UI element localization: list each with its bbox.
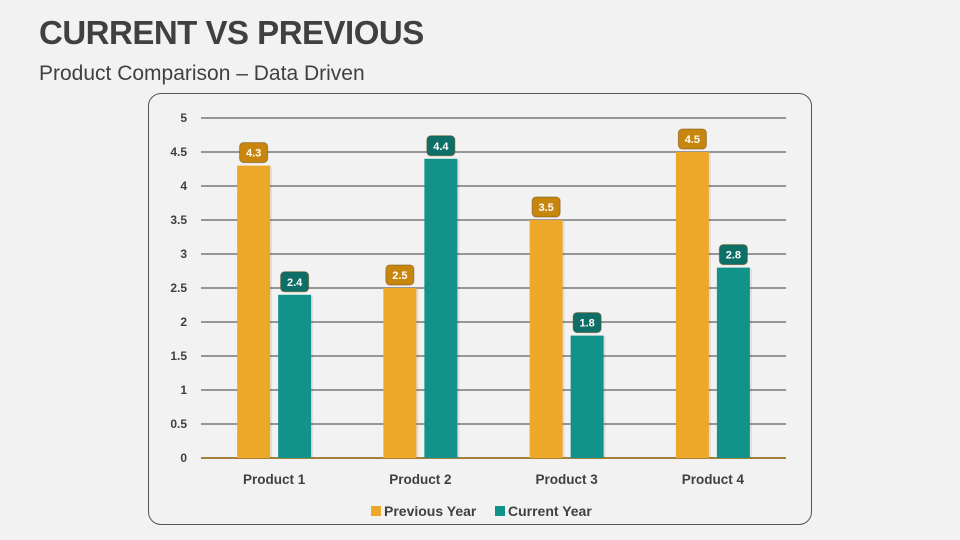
bar-previous xyxy=(237,165,271,458)
page-title: CURRENT VS PREVIOUS xyxy=(39,14,424,51)
data-label: 2.4 xyxy=(287,277,303,289)
y-tick-label: 2.5 xyxy=(170,281,187,295)
legend-swatch xyxy=(495,506,505,516)
page-subtitle: Product Comparison – Data Driven xyxy=(39,62,365,85)
data-label: 4.4 xyxy=(433,141,449,153)
bar-current xyxy=(716,267,750,458)
data-label: 1.8 xyxy=(579,318,594,330)
data-label: 3.5 xyxy=(538,202,553,214)
x-tick-label: Product 4 xyxy=(682,472,745,487)
data-label-box xyxy=(239,142,269,164)
data-label-box xyxy=(572,312,602,334)
data-label: 2.8 xyxy=(726,250,741,262)
data-label-box xyxy=(280,271,310,293)
bar-previous xyxy=(529,220,563,458)
chart-frame xyxy=(148,93,812,525)
y-tick-label: 1.5 xyxy=(170,349,187,363)
bar-current xyxy=(424,158,458,459)
x-tick-label: Product 3 xyxy=(535,472,598,487)
y-tick-label: 3.5 xyxy=(170,213,187,227)
y-tick-label: 0.5 xyxy=(170,417,187,431)
bar-current xyxy=(570,335,604,458)
y-tick-label: 0 xyxy=(180,451,187,465)
x-tick-label: Product 1 xyxy=(243,472,306,487)
legend-swatch xyxy=(371,506,381,516)
data-label-box xyxy=(531,196,561,218)
y-tick-label: 3 xyxy=(180,247,187,261)
y-tick-label: 1 xyxy=(180,383,187,397)
legend-label: Current Year xyxy=(508,503,592,519)
y-tick-label: 4 xyxy=(180,179,187,193)
data-label: 4.5 xyxy=(685,134,700,146)
y-tick-label: 5 xyxy=(180,111,187,125)
bar-previous xyxy=(383,288,417,458)
data-label-box xyxy=(718,244,748,266)
legend-label: Previous Year xyxy=(384,503,477,519)
data-label-box xyxy=(385,264,415,286)
bar-current xyxy=(278,294,312,458)
data-label: 4.3 xyxy=(246,148,261,160)
data-label-box xyxy=(677,128,707,150)
x-tick-label: Product 2 xyxy=(389,472,451,487)
y-tick-label: 2 xyxy=(180,315,187,329)
y-tick-label: 4.5 xyxy=(170,145,187,159)
data-label-box xyxy=(426,135,456,157)
data-label: 2.5 xyxy=(392,270,407,282)
bar-previous xyxy=(675,152,709,458)
